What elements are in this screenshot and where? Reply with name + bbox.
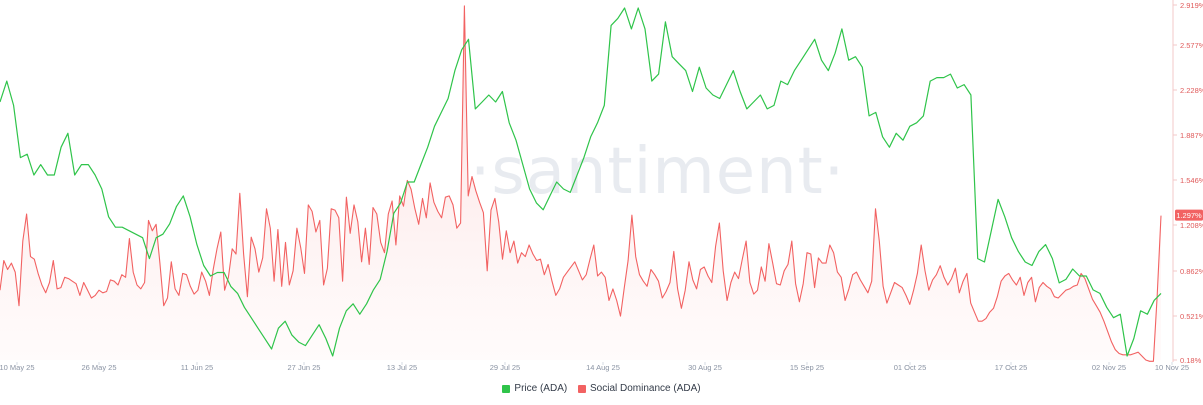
santiment-watermark: ·santiment·	[470, 135, 845, 209]
price-series	[0, 7, 1162, 357]
y-tick-label: 0.18%	[1180, 356, 1202, 365]
current-value-text: 1.297%	[1176, 211, 1202, 220]
x-tick-label: 01 Oct 25	[894, 363, 927, 372]
price-line	[0, 7, 1162, 357]
x-tick-label: 26 May 25	[81, 363, 116, 372]
x-tick-label: 14 Aug 25	[586, 363, 620, 372]
x-tick-label: 29 Jul 25	[490, 363, 520, 372]
y-tick-label: 1.546%	[1180, 176, 1203, 185]
x-tick-label: 02 Nov 25	[1092, 363, 1126, 372]
y-tick-label: 2.919%	[1180, 1, 1203, 10]
x-tick-label: 13 Jul 25	[387, 363, 417, 372]
social-dominance-area	[0, 5, 1161, 362]
right-axis-ticks: 2.919% 2.577% 2.228% 1.887% 1.546% 1.208% 0.86…	[1173, 1, 1203, 365]
x-axis-ticks: 10 May 25 26 May 25 11 Jun 25 27 Jun 25 13 J…	[0, 362, 1189, 372]
y-tick-label: 0.862%	[1180, 267, 1203, 276]
social-dominance-series	[0, 5, 1162, 362]
social-dominance-fill	[0, 5, 1161, 362]
social-dominance-line	[0, 5, 1162, 362]
social-swatch-icon	[577, 384, 586, 393]
legend: Price (ADA) Social Dominance (ADA)	[0, 383, 1203, 396]
x-tick-label: 17 Oct 25	[995, 363, 1028, 372]
y-tick-label: 1.887%	[1180, 131, 1203, 140]
y-tick-label: 1.208%	[1180, 221, 1203, 230]
x-tick-label: 27 Jun 25	[288, 363, 321, 372]
x-tick-label: 10 May 25	[0, 363, 35, 372]
current-value-badge-bg	[1175, 209, 1203, 221]
legend-item-price[interactable]: Price (ADA)	[502, 383, 567, 394]
x-tick-label: 11 Jun 25	[181, 363, 213, 372]
x-tick-label: 10 Nov 25	[1155, 363, 1189, 372]
price-swatch-icon	[502, 384, 511, 393]
y-tick-label: 2.577%	[1180, 41, 1203, 50]
x-tick-label: 15 Sep 25	[790, 363, 824, 372]
x-tick-label: 30 Aug 25	[688, 363, 722, 372]
y-tick-label: 2.228%	[1180, 86, 1203, 95]
legend-label-price: Price (ADA)	[514, 383, 568, 394]
legend-item-social[interactable]: Social Dominance (ADA)	[577, 383, 701, 394]
y-tick-label: 0.521%	[1180, 312, 1203, 321]
current-value-badge: 1.297%	[1175, 209, 1203, 221]
legend-label-social: Social Dominance (ADA)	[589, 383, 701, 394]
